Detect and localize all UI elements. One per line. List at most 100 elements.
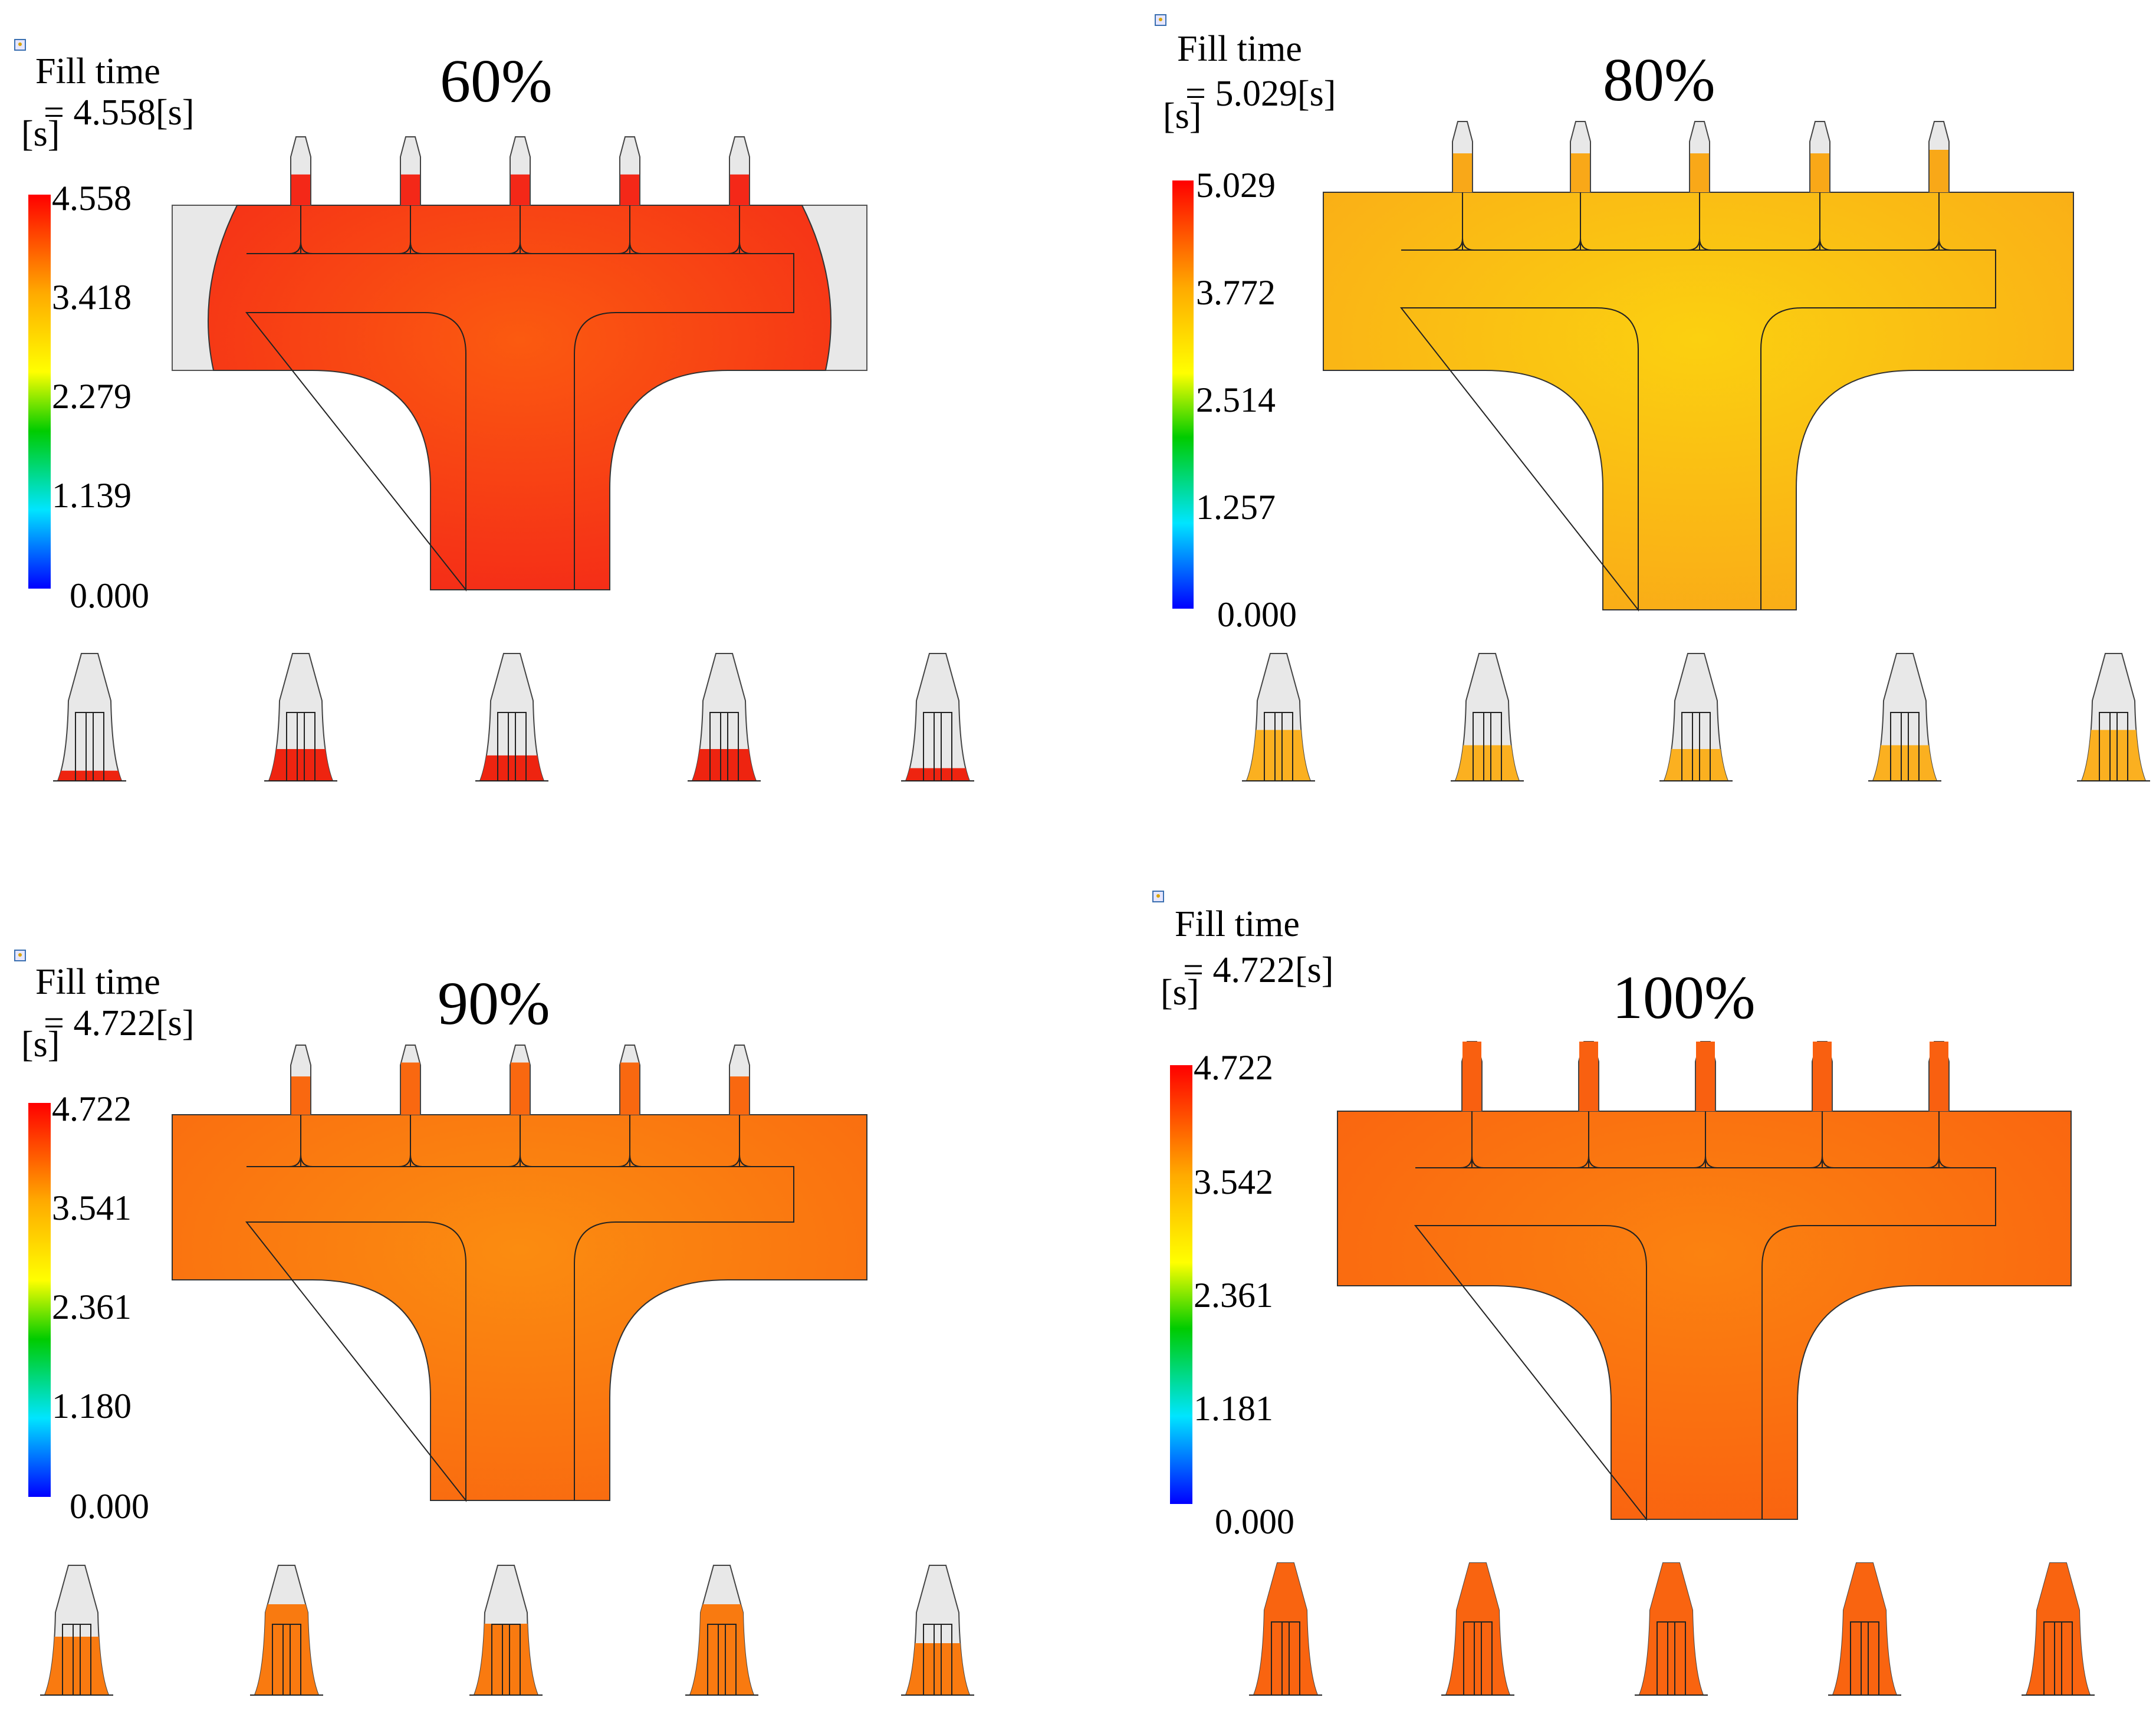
- runner-channel: [245, 253, 794, 592]
- fill-time-value: = 4.722[s]: [1183, 950, 1334, 990]
- gate-tab: [1576, 1041, 1601, 1168]
- gate-tab: [398, 1045, 423, 1167]
- legend-tick-3: 3.541: [52, 1188, 132, 1227]
- cavity-part: [1828, 1562, 1901, 1696]
- melt-front: [208, 205, 831, 590]
- fill-time-label: Fill time: [1175, 904, 1300, 944]
- legend-tick-min: 0.000: [1217, 595, 1297, 634]
- fill-percentage: 90%: [438, 970, 550, 1037]
- fill-time-label: Fill time: [35, 51, 160, 91]
- cavity-part: [1868, 653, 1941, 781]
- result-icon: [1152, 891, 1164, 902]
- color-legend-bar: [28, 195, 51, 589]
- legend-tick-3: 3.772: [1196, 273, 1276, 312]
- gate-tab: [1568, 121, 1593, 251]
- runner-channel: [245, 1166, 794, 1502]
- gate-tab: [617, 136, 642, 254]
- runner-body: [1323, 192, 2074, 610]
- gate-tab: [727, 1045, 752, 1167]
- gate-tab: [1927, 1041, 1951, 1168]
- panel-60-percent: Fill time [s] = 4.558[s] 60% 4.558 3.418…: [0, 0, 1078, 855]
- fill-diagram: [28, 136, 974, 781]
- fill-time-label: Fill time: [35, 962, 160, 1002]
- legend-tick-min: 0.000: [1215, 1502, 1294, 1541]
- legend-tick-2: 2.514: [1196, 380, 1276, 419]
- runner-channel: [1414, 1167, 1996, 1521]
- cavity-part: [685, 1565, 758, 1696]
- cavity-part: [475, 653, 548, 781]
- gate-tab: [1450, 121, 1475, 251]
- fill-time-value: = 4.722[s]: [44, 1003, 195, 1043]
- legend-tick-min: 0.000: [70, 1487, 149, 1526]
- gate-tab: [508, 1045, 533, 1167]
- legend-tick-1: 1.181: [1194, 1389, 1273, 1428]
- gate-tab: [398, 136, 423, 254]
- cavity-part: [264, 653, 337, 781]
- unit-label: [s]: [1163, 96, 1202, 136]
- gate-tab: [617, 1045, 642, 1167]
- legend-tick-2: 2.361: [52, 1288, 132, 1326]
- fill-percentage: 60%: [440, 47, 553, 115]
- legend-tick-max: 4.722: [52, 1089, 132, 1128]
- gate-tab: [1693, 1041, 1718, 1168]
- legend-tick-2: 2.361: [1194, 1276, 1273, 1315]
- gate-tab: [1807, 121, 1832, 251]
- unit-label: [s]: [21, 114, 60, 154]
- fill-time-value: = 4.558[s]: [44, 93, 195, 133]
- fill-percentage: 80%: [1603, 46, 1715, 114]
- cavity-part: [901, 653, 974, 781]
- cavity-part: [469, 1565, 543, 1696]
- gate-tab: [1460, 1041, 1484, 1168]
- legend-tick-3: 3.418: [52, 278, 132, 317]
- cavity-part: [1635, 1562, 1708, 1696]
- cavity-part: [901, 1565, 974, 1696]
- cavity-part: [2022, 1562, 2095, 1696]
- legend-tick-max: 5.029: [1196, 166, 1276, 205]
- unit-label: [s]: [21, 1024, 60, 1065]
- cavity-part: [688, 653, 761, 781]
- unit-label: [s]: [1161, 973, 1199, 1013]
- fill-diagram: [28, 1045, 974, 1696]
- cavity-part: [2077, 653, 2150, 781]
- legend-tick-3: 3.542: [1194, 1162, 1273, 1201]
- result-icon: [14, 950, 26, 961]
- legend-tick-max: 4.722: [1194, 1048, 1273, 1087]
- cavity-part: [1249, 1562, 1322, 1696]
- legend-tick-1: 1.257: [1196, 488, 1276, 527]
- result-icon: [14, 39, 26, 51]
- fill-diagram: [1170, 1041, 2095, 1696]
- cavity-part: [250, 1565, 323, 1696]
- gate-tab: [1687, 121, 1712, 251]
- gate-tab: [1927, 121, 1951, 251]
- cavity-part: [40, 1565, 113, 1696]
- runner-channel: [1399, 249, 1996, 612]
- panel-100-percent: Fill time [s] = 4.722[s] 100% 4.722 3.54…: [1078, 855, 2156, 1710]
- color-legend-bar: [1172, 180, 1194, 609]
- panel-90-percent: Fill time [s] = 4.722[s] 90% 4.722 3.541…: [0, 855, 1078, 1710]
- fill-diagram: [1172, 121, 2150, 781]
- gate-tab: [288, 136, 313, 254]
- cavity-part: [53, 653, 126, 781]
- gate-tab: [288, 1045, 313, 1167]
- cavity-part: [1659, 653, 1733, 781]
- fill-time-value: = 5.029[s]: [1185, 74, 1336, 114]
- color-legend-bar: [1170, 1065, 1192, 1504]
- fill-percentage: 100%: [1612, 964, 1756, 1032]
- gate-tab: [727, 136, 752, 254]
- legend-tick-max: 4.558: [52, 179, 132, 218]
- fill-time-label: Fill time: [1177, 29, 1302, 69]
- gate-tab: [508, 136, 533, 254]
- legend-tick-min: 0.000: [70, 576, 149, 615]
- legend-tick-1: 1.180: [52, 1387, 132, 1426]
- legend-tick-1: 1.139: [52, 476, 132, 515]
- legend-tick-2: 2.279: [52, 377, 132, 416]
- runner-body: [1337, 1111, 2072, 1520]
- cavity-part: [1441, 1562, 1514, 1696]
- cavity-part: [1242, 653, 1315, 781]
- gate-tab: [1810, 1041, 1835, 1168]
- color-legend-bar: [28, 1103, 51, 1497]
- result-icon: [1155, 14, 1166, 26]
- cavity-part: [1451, 653, 1524, 781]
- runner-body: [172, 1114, 867, 1501]
- panel-80-percent: Fill time [s] = 5.029[s] 80% 5.029 3.772…: [1078, 0, 2156, 855]
